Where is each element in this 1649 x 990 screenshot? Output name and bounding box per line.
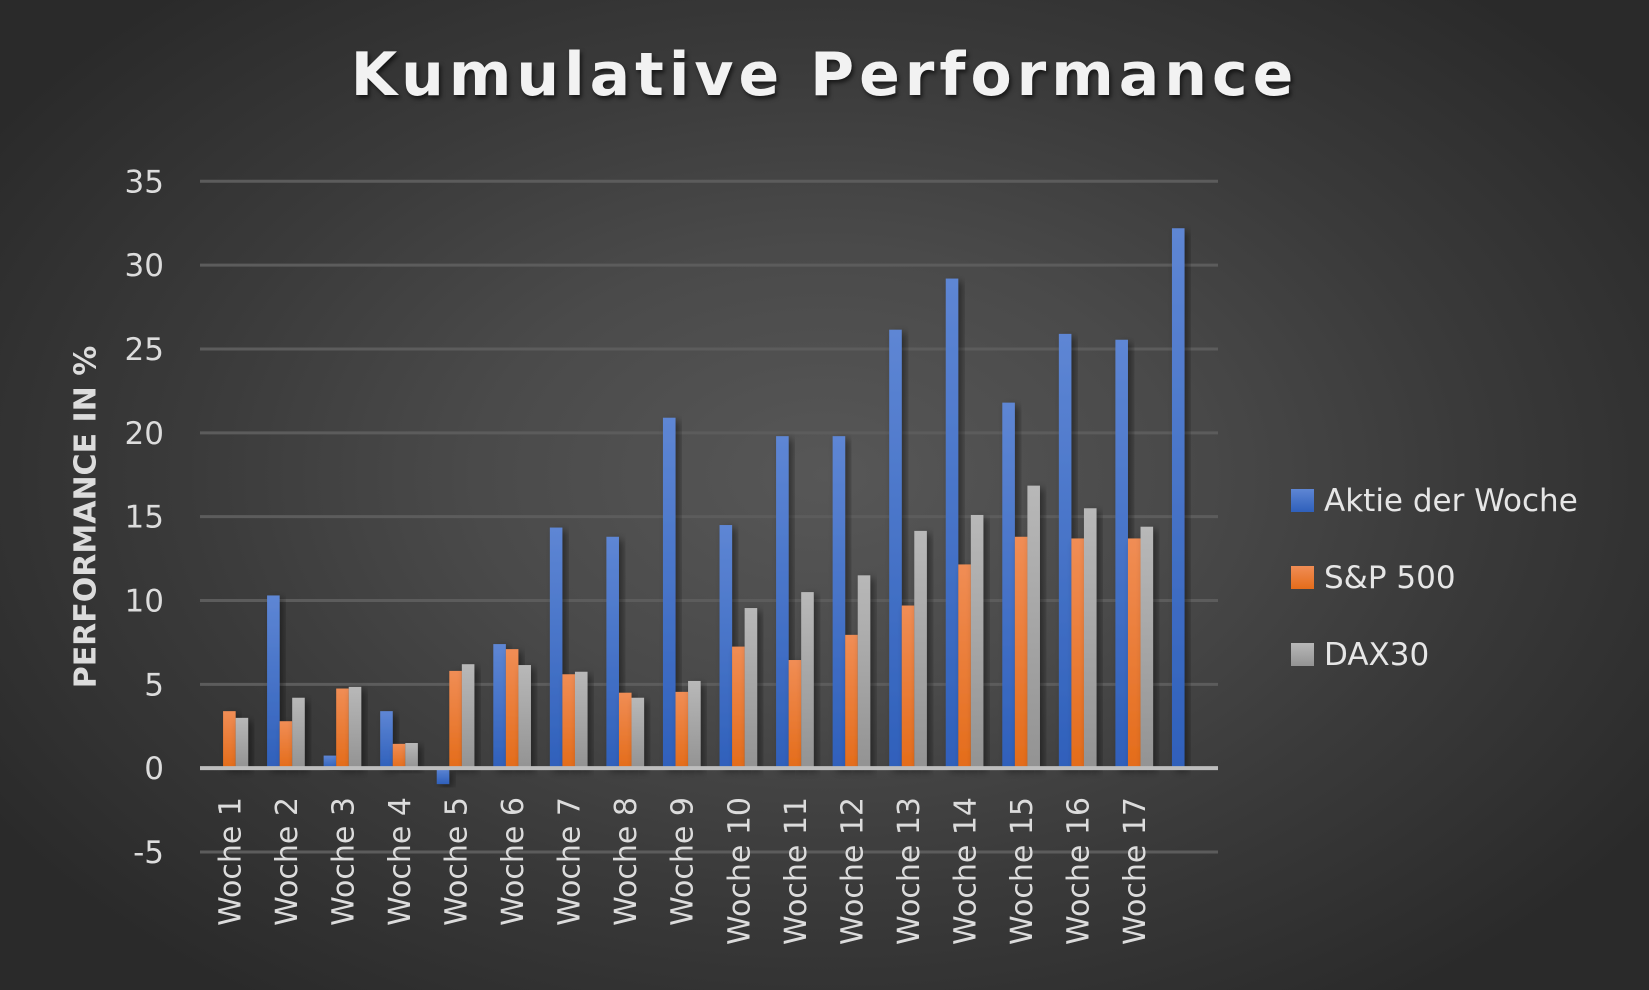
y-tick-label: 35 [125, 164, 164, 200]
bar-s-p-500 [223, 711, 236, 769]
bar-s-p-500 [449, 670, 462, 769]
bar-aktie-der-woche [945, 278, 959, 769]
bar-aktie-der-woche [719, 525, 733, 769]
bar-s-p-500 [336, 688, 349, 769]
bar-dax30 [914, 530, 927, 769]
gridlines [200, 179, 1218, 854]
legend-item-sp500: S&P 500 [1291, 539, 1578, 616]
y-tick-label: -5 [133, 835, 164, 871]
legend-label: Aktie der Woche [1324, 482, 1578, 519]
bar-dax30 [518, 665, 531, 769]
x-tick-label: Woche 3 [326, 797, 361, 926]
legend-item-dax30: DAX30 [1291, 616, 1578, 693]
bar-dax30 [1140, 526, 1154, 769]
bar-aktie-der-woche [323, 755, 337, 769]
x-tick-label: Woche 10 [722, 797, 757, 945]
x-tick-label: Woche 14 [949, 797, 984, 945]
y-tick-label: 30 [125, 248, 164, 284]
bar-s-p-500 [788, 660, 802, 769]
legend-swatch-gray-icon [1291, 643, 1314, 666]
x-axis-ticks: Woche 1 Woche 2 Woche 3 Woche 4 Woche 5 Woche… [213, 797, 1153, 945]
bar-dax30 [235, 717, 249, 769]
x-tick-label: Woche 1 [213, 797, 248, 926]
bar-aktie-der-woche [267, 595, 280, 769]
bar-s-p-500 [618, 692, 632, 769]
bar-dax30 [574, 671, 588, 769]
legend: Aktie der Woche S&P 500 DAX30 [1291, 462, 1578, 693]
x-tick-label: Woche 7 [553, 797, 588, 926]
bar-s-p-500 [675, 691, 689, 769]
bar-s-p-500 [1127, 538, 1141, 769]
x-tick-label: Woche 11 [779, 797, 814, 945]
bar-s-p-500 [279, 721, 293, 769]
bar-s-p-500 [505, 649, 519, 769]
bar-aktie-der-woche [549, 527, 563, 769]
x-tick-label: Woche 16 [1062, 797, 1097, 945]
chart-title: Kumulative Performance [350, 40, 1299, 110]
bar-aktie-der-woche [606, 536, 619, 769]
y-tick-label: 15 [125, 500, 164, 536]
bar-dax30 [857, 575, 871, 769]
x-tick-label: Woche 13 [892, 797, 927, 945]
y-tick-label: 25 [125, 332, 164, 368]
bar-aktie-der-woche [1171, 228, 1185, 769]
bar-s-p-500 [958, 564, 971, 769]
y-tick-label: 5 [144, 667, 164, 703]
x-tick-label: Woche 2 [270, 797, 305, 926]
legend-swatch-orange-icon [1291, 566, 1314, 589]
legend-label: DAX30 [1324, 636, 1430, 673]
bar-dax30 [405, 743, 418, 769]
bar-dax30 [631, 697, 645, 769]
bar-dax30 [970, 514, 984, 769]
bar-aktie-der-woche [1002, 402, 1015, 769]
bar-aktie-der-woche [889, 329, 902, 769]
x-tick-label: Woche 12 [835, 797, 870, 945]
bar-dax30 [348, 686, 362, 769]
bar-s-p-500 [901, 605, 915, 769]
bar-aktie-der-woche [776, 436, 789, 769]
bar-dax30 [688, 680, 701, 769]
bar-dax30 [801, 592, 814, 769]
bars [223, 228, 1185, 785]
bar-s-p-500 [562, 674, 575, 769]
bar-aktie-der-woche [832, 436, 846, 769]
bar-s-p-500 [1014, 536, 1028, 769]
bar-s-p-500 [845, 634, 858, 769]
bar-dax30 [292, 697, 305, 769]
legend-item-aktie-der-woche: Aktie der Woche [1291, 462, 1578, 539]
bar-dax30 [744, 608, 758, 769]
bar-aktie-der-woche [1058, 333, 1072, 769]
y-tick-label: 10 [125, 583, 164, 619]
bar-aktie-der-woche [380, 711, 393, 769]
y-tick-label: 20 [125, 416, 164, 452]
bar-aktie-der-woche [1115, 339, 1128, 769]
bar-dax30 [461, 664, 475, 769]
bar-s-p-500 [732, 646, 745, 769]
legend-label: S&P 500 [1324, 559, 1456, 596]
bar-s-p-500 [392, 743, 406, 769]
bar-s-p-500 [1071, 538, 1084, 769]
y-axis-ticks: 35 30 25 20 15 10 5 0 -5 [125, 164, 164, 871]
legend-swatch-blue-icon [1291, 489, 1314, 512]
bar-aktie-der-woche [662, 417, 676, 769]
x-tick-label: Woche 17 [1118, 797, 1153, 945]
x-tick-label: Woche 6 [496, 797, 531, 926]
bar-aktie-der-woche [436, 768, 450, 785]
y-tick-label: 0 [144, 751, 164, 787]
bar-dax30 [1027, 485, 1040, 769]
x-tick-label: Woche 8 [609, 797, 644, 926]
bar-aktie-der-woche [493, 644, 506, 769]
x-tick-label: Woche 5 [440, 797, 475, 926]
x-tick-label: Woche 4 [383, 797, 418, 926]
bar-dax30 [1083, 508, 1097, 769]
x-tick-label: Woche 15 [1005, 797, 1040, 945]
x-tick-label: Woche 9 [666, 797, 701, 926]
